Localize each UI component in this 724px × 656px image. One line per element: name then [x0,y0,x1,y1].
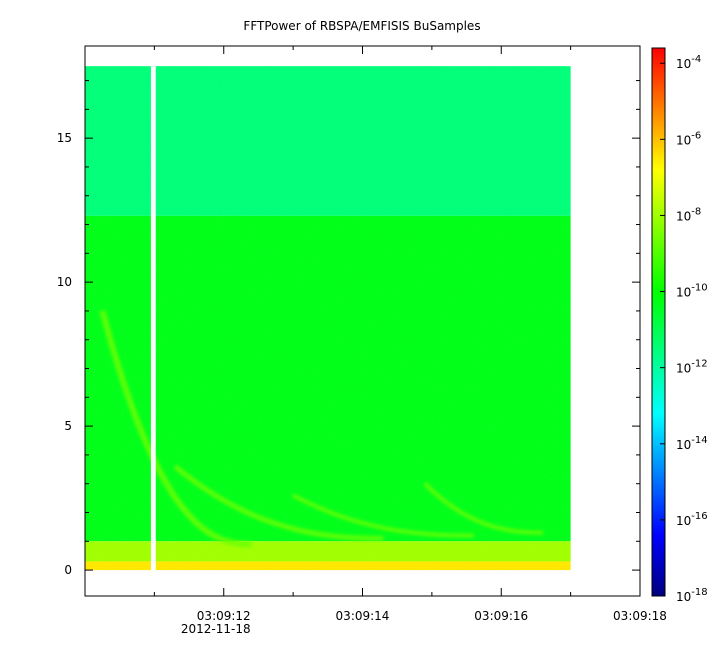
colorbar-ticks: 10-4 10-6 10-8 10-10 10-12 10-14 10-16 10-18 [660,54,708,604]
x-tick-label-0: 03:09:12 [197,609,251,623]
y-tick-label-0: 0 [64,563,72,577]
x-tick-label-3: 03:09:18 [613,609,667,623]
colorbar [651,47,666,597]
y-tick-label-2: 10 [57,275,72,289]
chart-title: FFTPower of RBSPA/EMFISIS BuSamples [243,19,480,33]
spectrogram-texture [85,66,571,571]
data-gap-stripe [150,66,156,571]
colorbar-tick-label-7: 10-18 [676,587,708,604]
colorbar-tick-label-5: 10-14 [676,435,708,452]
x-tick-date-label-0: 2012-11-18 [181,622,251,636]
colorbar-tick-label-1: 10-6 [676,130,701,147]
data-gap [150,66,156,571]
noise-texture [85,66,571,571]
x-tick-label-1: 03:09:14 [336,609,390,623]
y-axis: 0 5 10 15 [57,80,640,577]
colorbar-tick-label-3: 10-10 [676,283,708,300]
y-tick-label-3: 15 [57,131,72,145]
y-tick-label-1: 5 [64,419,72,433]
colorbar-tick-label-2: 10-8 [676,206,701,223]
colorbar-tick-label-6: 10-16 [676,511,708,528]
x-tick-label-2: 03:09:16 [474,609,528,623]
colorbar-tick-label-4: 10-12 [676,359,708,376]
colorbar-tick-label-0: 10-4 [676,54,701,71]
